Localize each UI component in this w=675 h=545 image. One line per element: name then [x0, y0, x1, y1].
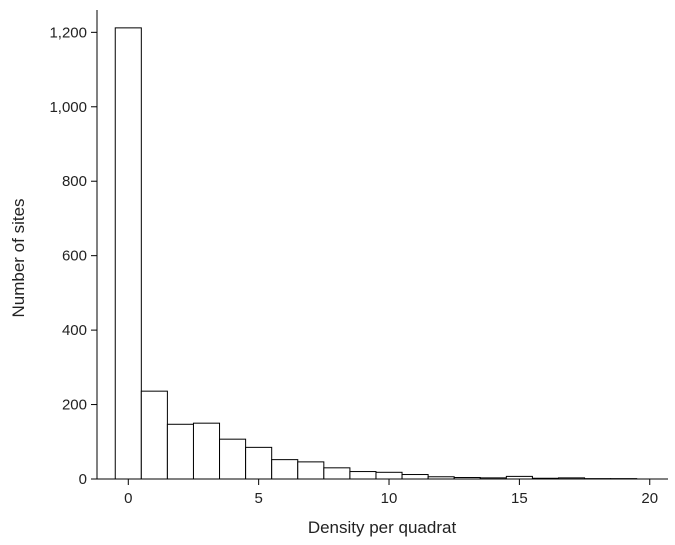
y-axis-title: Number of sites: [9, 198, 28, 317]
y-ticks: 0 200 400 600 800 1,000 1,200: [49, 24, 97, 488]
x-tick-label: 10: [381, 490, 398, 507]
histogram-bar: [141, 391, 167, 479]
histogram-bar: [115, 28, 141, 479]
histogram-bar: [272, 460, 298, 479]
histogram-bar: [246, 447, 272, 479]
x-ticks: 0 5 10 15 20: [124, 479, 658, 507]
y-tick-label: 400: [62, 322, 87, 339]
histogram-bar: [298, 462, 324, 479]
histogram-bar: [376, 472, 402, 479]
x-tick-label: 15: [511, 490, 528, 507]
y-tick-label: 1,200: [49, 24, 87, 41]
histogram-bar: [220, 439, 246, 479]
y-tick-label: 200: [62, 397, 87, 414]
y-tick-label: 0: [79, 471, 87, 488]
histogram-bar: [350, 472, 376, 479]
x-tick-label: 0: [124, 490, 132, 507]
x-axis-title: Density per quadrat: [308, 518, 457, 537]
axes-layer: [97, 10, 668, 479]
histogram-bar: [167, 424, 193, 479]
x-tick-label: 5: [254, 490, 262, 507]
y-tick-label: 1,000: [49, 99, 87, 116]
y-tick-label: 600: [62, 248, 87, 265]
bars-layer: [115, 28, 636, 479]
y-tick-label: 800: [62, 173, 87, 190]
histogram-bar: [324, 468, 350, 479]
histogram-bar: [193, 423, 219, 479]
histogram-bar: [402, 475, 428, 479]
x-tick-label: 20: [641, 490, 658, 507]
